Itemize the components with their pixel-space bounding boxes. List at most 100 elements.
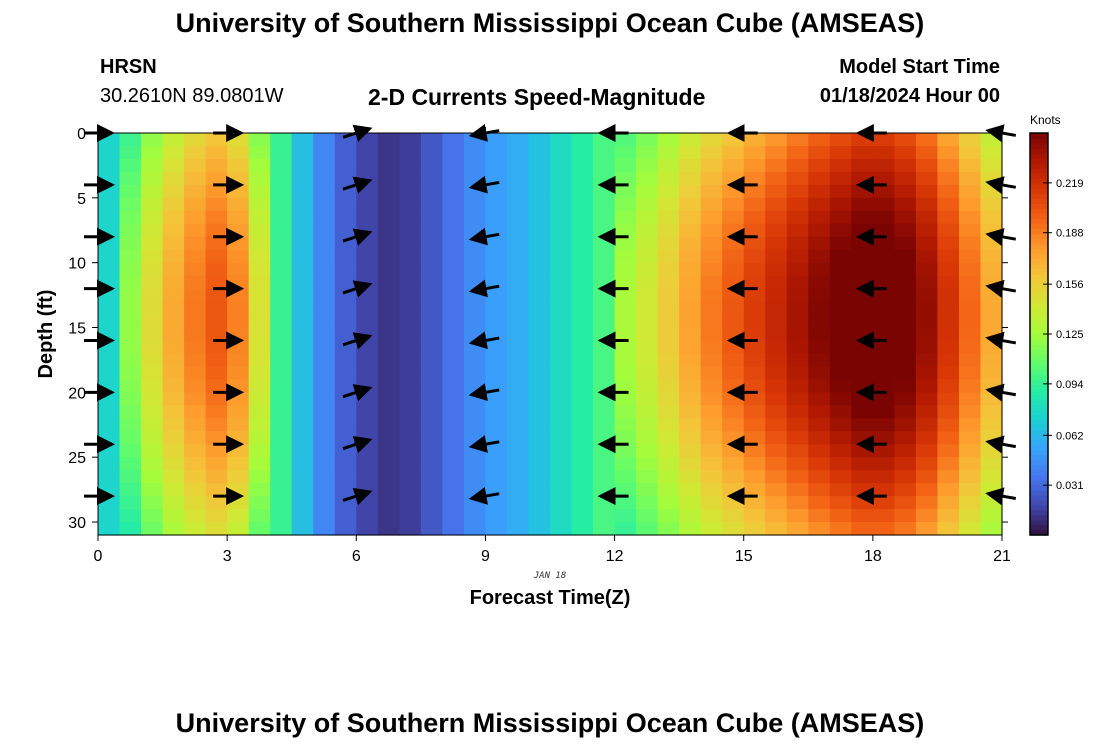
- heatmap-cell: [915, 301, 939, 316]
- heatmap-cell: [399, 145, 422, 160]
- heatmap-cell: [808, 223, 831, 238]
- heatmap-cell: [184, 483, 207, 497]
- heatmap-cell: [636, 340, 659, 355]
- heatmap-cell: [550, 288, 573, 303]
- heatmap-cell: [700, 145, 723, 160]
- heatmap-cell: [377, 522, 400, 536]
- heatmap-cell: [399, 431, 422, 445]
- colorbar-swatch: [1030, 218, 1048, 225]
- heatmap-cell: [313, 236, 336, 251]
- heatmap-cell: [506, 133, 530, 147]
- heatmap-cell: [700, 249, 723, 264]
- heatmap-cell: [528, 314, 551, 329]
- colorbar-swatch: [1030, 494, 1048, 501]
- heatmap-cell: [657, 288, 680, 303]
- heatmap-cell: [593, 509, 616, 523]
- heatmap-cell: [205, 262, 228, 277]
- heatmap-cell: [786, 145, 809, 160]
- heatmap-cell: [227, 301, 250, 316]
- heatmap-cell: [356, 392, 379, 406]
- heatmap-cell: [593, 288, 616, 303]
- heatmap-cell: [593, 184, 616, 199]
- heatmap-cell: [765, 314, 788, 329]
- heatmap-cell: [765, 483, 788, 497]
- heatmap-cell: [420, 470, 443, 484]
- heatmap-cell: [98, 522, 121, 536]
- heatmap-cell: [399, 483, 422, 497]
- heatmap-cell: [679, 418, 702, 432]
- heatmap-cell: [98, 509, 121, 523]
- heatmap-cell: [722, 366, 745, 380]
- heatmap-cell: [506, 171, 530, 186]
- heatmap-cell: [291, 288, 314, 303]
- heatmap-cell: [679, 392, 702, 406]
- heatmap-cell: [894, 133, 917, 147]
- heatmap-cell: [980, 470, 1003, 484]
- heatmap-cell: [270, 184, 293, 199]
- heatmap-cell: [442, 405, 465, 419]
- heatmap-cell: [162, 275, 185, 290]
- heatmap-cell: [399, 496, 422, 510]
- heatmap-cell: [550, 470, 573, 484]
- heatmap-cell: [808, 262, 831, 277]
- heatmap-cell: [958, 249, 982, 264]
- heatmap-cell: [162, 314, 185, 329]
- heatmap-cell: [205, 288, 228, 303]
- heatmap-cell: [657, 444, 680, 458]
- heatmap-cell: [184, 522, 207, 536]
- heatmap-cell: [485, 249, 508, 264]
- heatmap-cell: [248, 288, 271, 303]
- heatmap-cell: [722, 145, 745, 160]
- heatmap-cell: [506, 327, 530, 342]
- heatmap-cell: [614, 184, 637, 199]
- heatmap-cell: [205, 327, 228, 342]
- heatmap-cell: [937, 158, 960, 173]
- heatmap-cell: [463, 431, 487, 445]
- colorbar-swatch: [1030, 429, 1048, 436]
- heatmap-cell: [657, 522, 680, 536]
- heatmap-cell: [550, 262, 573, 277]
- heatmap-cell: [765, 171, 788, 186]
- colorbar-swatch: [1030, 369, 1048, 375]
- heatmap-cell: [119, 379, 142, 393]
- heatmap-cell: [786, 392, 809, 406]
- heatmap-cell: [162, 483, 185, 497]
- heatmap-cell: [420, 327, 443, 342]
- heatmap-cell: [334, 171, 357, 186]
- heatmap-cell: [679, 171, 702, 186]
- heatmap-cell: [894, 444, 917, 458]
- heatmap-cell: [636, 444, 659, 458]
- heatmap-cell: [463, 171, 487, 186]
- heatmap-cell: [765, 340, 788, 355]
- heatmap-cell: [743, 158, 766, 173]
- heatmap-cell: [958, 288, 982, 303]
- heatmap-cell: [937, 184, 960, 199]
- heatmap-cell: [786, 210, 809, 225]
- heatmap-cell: [248, 314, 271, 329]
- heatmap-cell: [356, 184, 379, 199]
- heatmap-cell: [636, 392, 659, 406]
- heatmap-cell: [334, 184, 357, 199]
- heatmap-cell: [958, 197, 982, 212]
- colorbar-swatch: [1030, 138, 1048, 144]
- heatmap-cell: [399, 470, 422, 484]
- heatmap-cell: [722, 288, 745, 303]
- heatmap-cell: [915, 184, 939, 199]
- heatmap-cell: [463, 301, 487, 316]
- heatmap-cell: [141, 314, 164, 329]
- heatmap-cell: [808, 340, 831, 355]
- heatmap-cell: [291, 133, 314, 147]
- heatmap-cell: [722, 470, 745, 484]
- heatmap-cell: [334, 366, 357, 380]
- heatmap-cell: [227, 444, 250, 458]
- heatmap-cell: [162, 210, 185, 225]
- heatmap-cell: [808, 133, 831, 147]
- heatmap-cell: [657, 340, 680, 355]
- heatmap-cell: [829, 275, 852, 290]
- heatmap-cell: [937, 197, 960, 212]
- heatmap-cell: [700, 405, 723, 419]
- heatmap-cell: [184, 496, 207, 510]
- heatmap-cell: [550, 340, 573, 355]
- heatmap-cell: [743, 340, 766, 355]
- heatmap-cell: [485, 457, 508, 471]
